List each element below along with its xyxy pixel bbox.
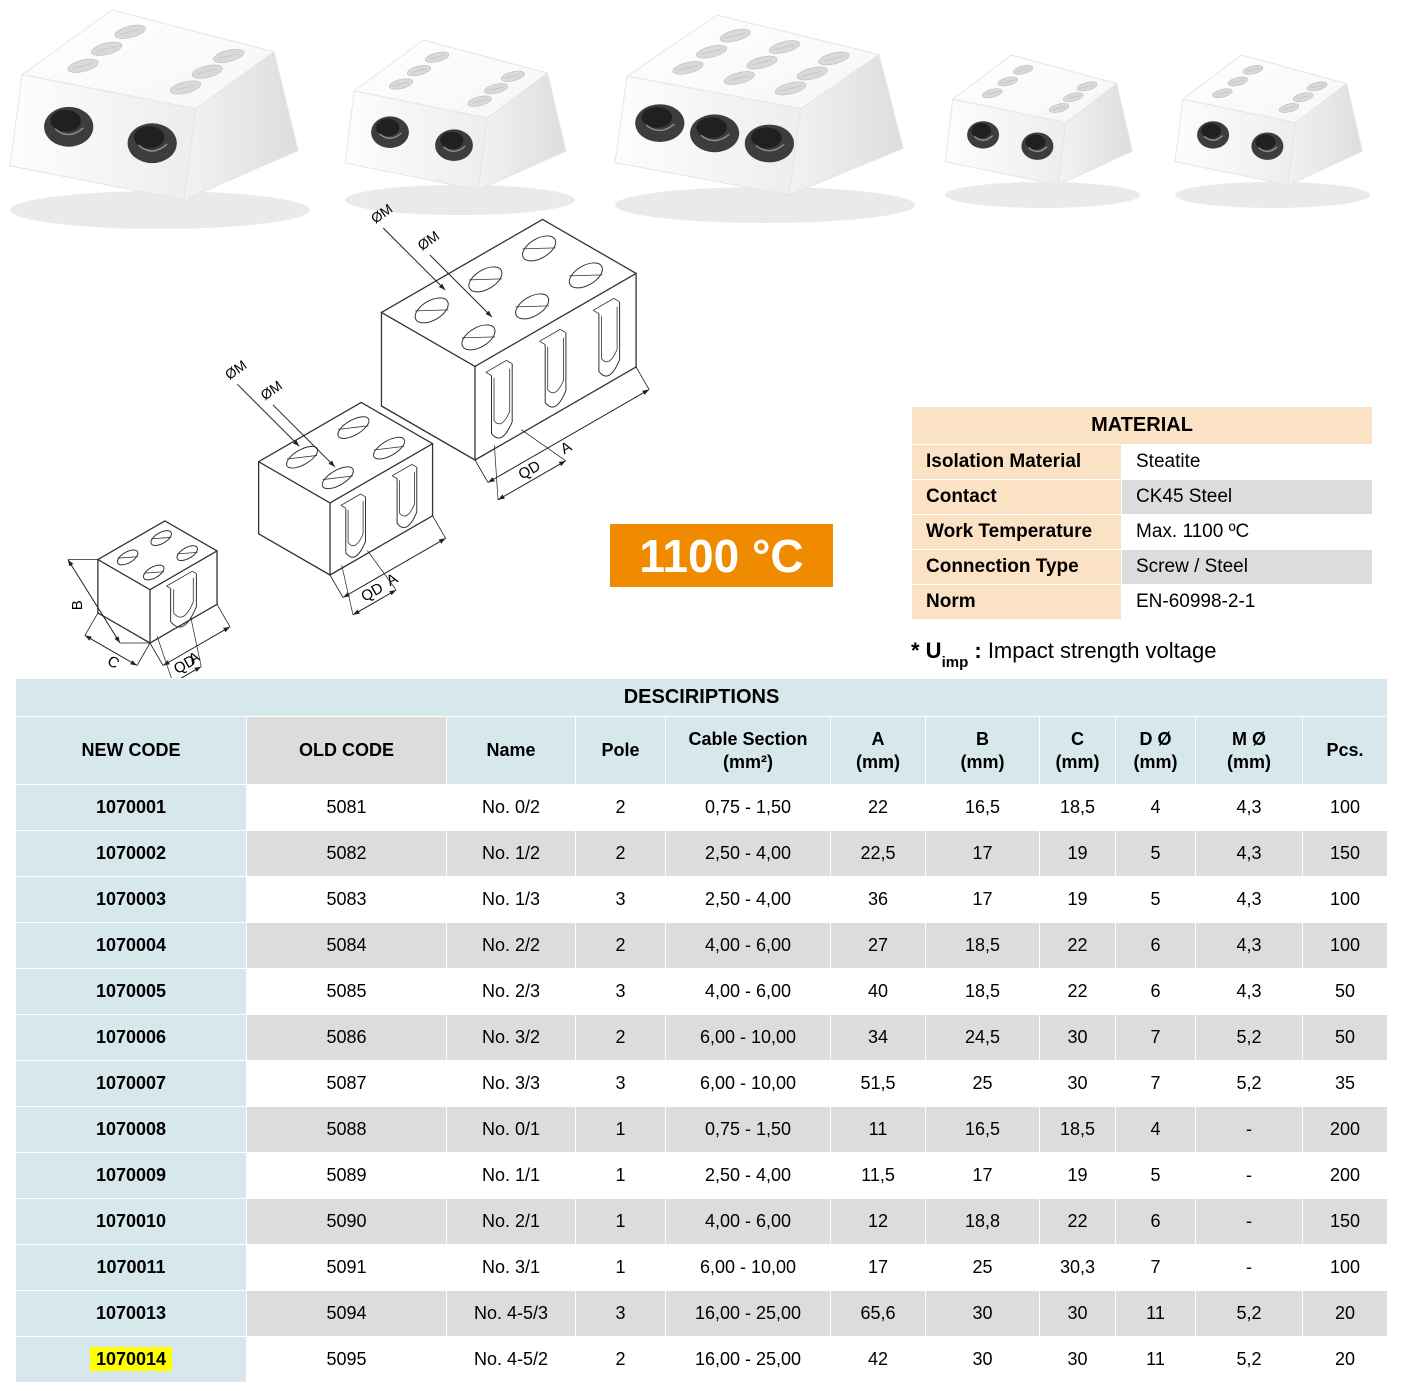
svg-text:QD: QD bbox=[516, 457, 544, 483]
svg-text:C: C bbox=[104, 653, 122, 673]
svg-text:ØM: ØM bbox=[222, 357, 250, 383]
svg-text:B: B bbox=[69, 600, 86, 610]
svg-text:ØM: ØM bbox=[368, 200, 396, 226]
svg-text:A: A bbox=[383, 570, 400, 590]
svg-text:ØM: ØM bbox=[257, 377, 285, 403]
svg-text:QD: QD bbox=[358, 579, 386, 605]
svg-text:A: A bbox=[558, 438, 575, 458]
svg-text:ØM: ØM bbox=[414, 227, 442, 253]
